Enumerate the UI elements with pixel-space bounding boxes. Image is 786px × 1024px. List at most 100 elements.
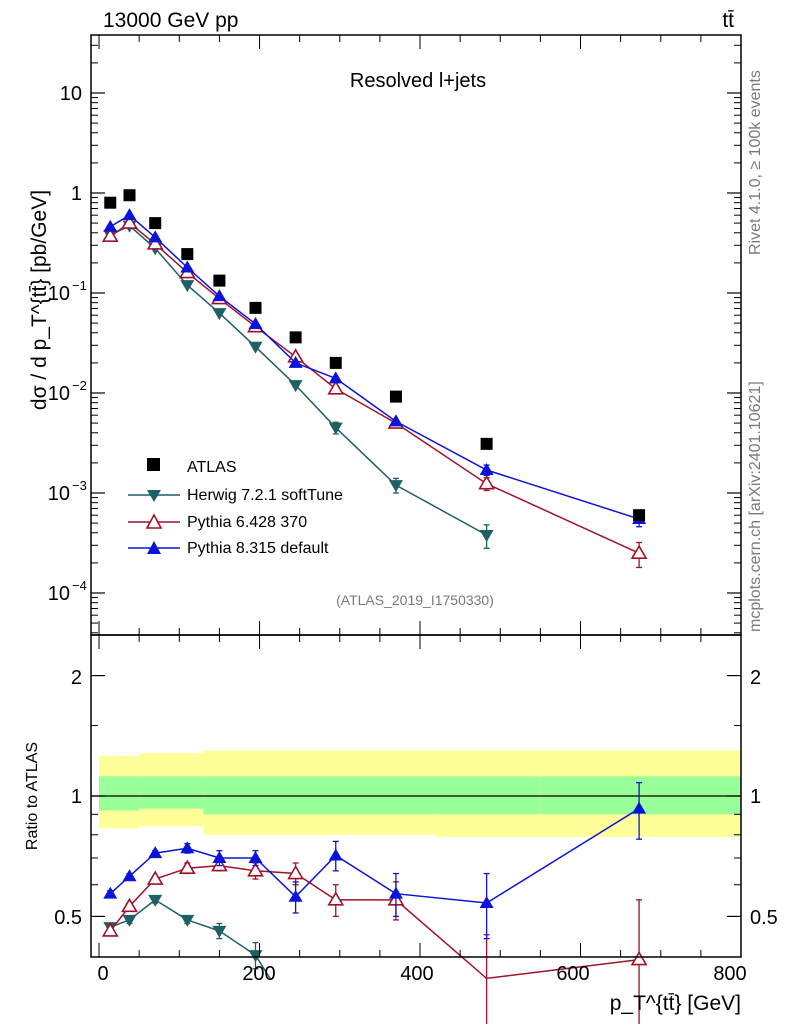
data-point-pythia-8-315-default [180,260,195,273]
ratio-point-pythia-8-315-default [479,896,494,909]
ratio-ytick-1: 1 [71,786,82,808]
ratio-point-pythia-8-315-default [328,848,343,861]
main-ylabel: dσ / d p_T^{tt̄} [pb/GeV] [28,190,51,410]
data-point-pythia-8-315-default [212,289,227,302]
data-point-pythia-8-315-default [388,414,403,427]
legend-marker-herwig [147,490,161,502]
series-line-herwig-7-2-1-softtune [109,224,487,536]
ratio-point-pythia-6-428-370 [247,862,264,877]
ratio-point-pythia-8-315-default [103,886,118,899]
ratio-ylabel: Ratio to ATLAS [24,742,41,850]
legend-marker-pythia6 [145,513,163,529]
legend-label-herwig: Herwig 7.2.1 softTune [187,487,343,504]
rivet-label: Rivet 4.1.0, ≥ 100k events [747,70,764,255]
uncertainty-band-inner [436,776,541,815]
data-point-atlas [389,390,402,403]
main-panel: Resolved l+jets (ATLAS_2019_I1750330) dσ… [28,34,742,636]
main-ytick-label: 10 [48,583,70,605]
data-point-pythia-8-315-default [479,462,494,475]
ratio-point-pythia-6-428-370 [121,897,138,913]
data-point-atlas [149,217,162,230]
x-axis: 0 200 400 600 800 p_T^{tt̄} [GeV] [97,963,746,1015]
xtick-800: 800 [713,963,746,985]
data-point-atlas [213,274,226,287]
ratio-point-pythia-8-315-default [148,846,163,859]
main-ytick-label: 10 [48,383,70,405]
analysis-id: (ATLAS_2019_I1750330) [336,592,494,608]
xtick-200: 200 [242,963,275,985]
mcplots-label: mcplots.cern.ch [arXiv:2401.10621] [747,381,764,632]
data-point-pythia-8-315-default [288,355,303,368]
data-point-pythia-6-428-370 [327,380,345,395]
ratio-point-herwig-7-2-1-softtune [122,914,137,927]
ratio-ytick-2: 2 [71,667,82,689]
uncertainty-band-inner [99,776,140,811]
process-label: tt̄ [722,9,734,32]
data-point-pythia-6-428-370 [101,227,119,242]
main-ytick-label: 10 [60,83,82,105]
data-point-atlas [104,196,117,209]
ratio-point-pythia-6-428-370 [630,950,648,966]
ratio-panel: Ratio to ATLAS 2 1 0.5 2 1 0.5 [24,634,778,1024]
main-ytick-exponent: −3 [72,478,87,493]
data-point-herwig-7-2-1-softtune [288,380,303,393]
data-point-pythia-8-315-default [122,208,137,221]
legend-marker-atlas [147,458,160,471]
main-ytick-exponent: −4 [72,578,87,593]
data-point-atlas [289,331,302,344]
ratio-point-herwig-7-2-1-softtune [148,894,163,907]
data-point-pythia-8-315-default [148,230,163,243]
main-ytick-exponent: −1 [72,278,87,293]
legend-marker-pythia8 [147,541,161,554]
main-series [101,189,648,569]
main-ytick-exponent: −2 [72,378,87,393]
data-point-atlas [633,509,646,522]
data-point-herwig-7-2-1-softtune [248,341,263,354]
ratio-point-pythia-6-428-370 [146,870,164,885]
xtick-600: 600 [556,963,589,985]
ratio-point-pythia-8-315-default [632,801,647,814]
ratio-bands [99,750,741,837]
legend-label-pythia6: Pythia 6.428 370 [187,514,307,531]
ratio-point-pythia-8-315-default [248,850,263,863]
ratio-point-pythia-8-315-default [388,886,403,899]
data-point-herwig-7-2-1-softtune [180,280,195,293]
data-point-atlas [329,356,342,369]
ratio-point-pythia-6-428-370 [178,859,196,874]
xtick-0: 0 [97,963,108,985]
main-ytick-label: 10 [48,483,70,505]
data-point-atlas [181,248,194,261]
data-point-pythia-6-428-370 [146,235,164,250]
ratio-point-herwig-7-2-1-softtune [212,925,227,938]
data-point-pythia-8-315-default [248,316,263,329]
ratio-point-pythia-8-315-default [122,869,137,882]
collision-label: 13000 GeV pp [103,9,238,32]
data-point-atlas [249,301,262,314]
ratio-point-pythia-6-428-370 [287,864,305,880]
data-point-pythia-8-315-default [328,371,343,384]
uncertainty-band-inner [259,776,437,815]
ratio-ytick-2-right: 2 [750,667,761,689]
data-point-herwig-7-2-1-softtune [328,422,343,435]
data-point-herwig-7-2-1-softtune [212,308,227,321]
ratio-point-herwig-7-2-1-softtune [180,914,195,927]
data-point-herwig-7-2-1-softtune [388,480,403,493]
data-point-herwig-7-2-1-softtune [479,530,494,543]
main-ytick-label: 1 [71,183,82,205]
ratio-point-herwig-7-2-1-softtune [248,950,263,963]
ratio-point-pythia-8-315-default [212,850,227,863]
plot-title: Resolved l+jets [350,70,486,92]
data-point-pythia-6-428-370 [121,214,138,229]
x-axis-label: p_T^{tt̄} [GeV] [610,992,741,1015]
data-point-atlas [480,437,493,450]
main-ytick-label: 10 [48,283,70,305]
ratio-ytick-1-right: 1 [750,786,761,808]
ratio-series [101,781,648,1024]
data-point-atlas [123,189,136,202]
uncertainty-band-inner [203,776,260,815]
data-point-pythia-6-428-370 [630,544,648,560]
ratio-ytick-0p5-right: 0.5 [750,907,778,929]
legend-label-pythia8: Pythia 8.315 default [187,540,329,557]
